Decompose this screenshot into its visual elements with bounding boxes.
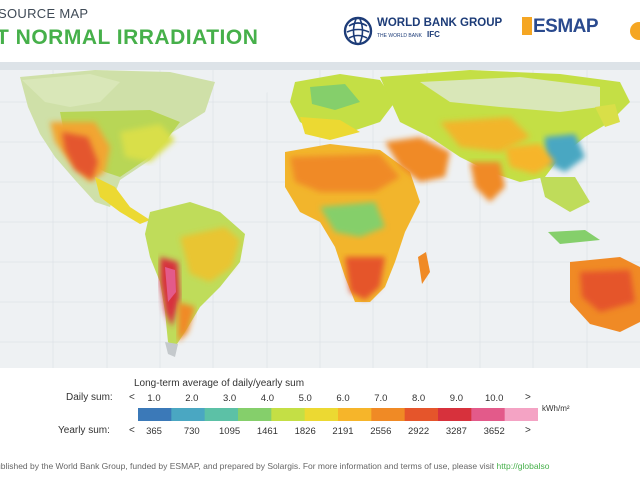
unit-label: kWh/m² — [542, 404, 570, 413]
solargis-logo-icon[interactable] — [630, 22, 640, 40]
footer-credit: ublished by the World Bank Group, funded… — [0, 461, 495, 471]
color-scale-segment — [238, 408, 272, 421]
color-scale-segment — [171, 408, 206, 421]
daily-tick-label: 4.0 — [260, 393, 274, 404]
color-scale-segment — [371, 408, 406, 421]
daily-right-arrow: > — [525, 392, 531, 403]
ifc-label: IFC — [427, 30, 440, 39]
daily-tick-label: 6.0 — [336, 393, 350, 404]
yearly-tick-label: 2191 — [332, 426, 354, 437]
africa — [285, 144, 430, 302]
yearly-tick-label: 365 — [146, 426, 162, 437]
daily-tick-label: 9.0 — [449, 393, 463, 404]
yearly-tick-label: 3652 — [483, 426, 505, 437]
indonesia — [548, 230, 600, 244]
top-scale-strip — [0, 62, 640, 70]
daily-tick-row: 1.0 2.0 3.0 4.0 5.0 6.0 7.0 8.0 9.0 10.0 — [0, 393, 640, 405]
greenland — [235, 70, 280, 94]
color-scale-segment — [404, 408, 439, 421]
australia — [570, 257, 640, 332]
yearly-tick-label: 2556 — [370, 426, 392, 437]
footer-link[interactable]: http://globalso — [496, 461, 550, 471]
daily-tick-label: 5.0 — [298, 393, 312, 404]
world-bank-sub-label: THE WORLD BANK — [377, 33, 423, 39]
color-scale-segment — [471, 408, 506, 421]
map-title: T NORMAL IRRADIATION — [0, 26, 259, 49]
yearly-tick-row: 365 730 1095 1461 1826 2191 2556 2922 3287 3652 — [0, 426, 640, 438]
color-scale-segment — [138, 408, 172, 421]
daily-left-arrow: < — [129, 392, 135, 403]
color-scale-bar — [138, 408, 538, 421]
world-bank-globe-icon — [343, 16, 373, 46]
asia — [380, 70, 630, 212]
north-america — [20, 70, 215, 224]
yearly-left-arrow: < — [129, 425, 135, 436]
legend-caption: Long-term average of daily/yearly sum — [134, 378, 305, 389]
daily-tick-label: 1.0 — [147, 393, 161, 404]
color-scale-segment — [504, 408, 538, 421]
yearly-tick-label: 2922 — [408, 426, 430, 437]
world-bank-logo[interactable]: WORLD BANK GROUP THE WORLD BANK IFC — [343, 14, 503, 48]
yearly-right-arrow: > — [525, 425, 531, 436]
footer-text: ublished by the World Bank Group, funded… — [0, 461, 549, 471]
yearly-sum-label: Yearly sum: — [58, 425, 110, 436]
daily-tick-label: 7.0 — [374, 393, 388, 404]
yearly-tick-label: 3287 — [445, 426, 467, 437]
color-scale-segment — [438, 408, 472, 421]
south-america — [145, 202, 245, 357]
yearly-tick-label: 1095 — [219, 426, 241, 437]
color-scale-segment — [204, 408, 239, 421]
yearly-tick-label: 1461 — [256, 426, 278, 437]
daily-tick-label: 10.0 — [484, 393, 504, 404]
legend-panel: Long-term average of daily/yearly sum Da… — [0, 368, 640, 458]
world-irradiation-map[interactable] — [0, 62, 640, 368]
daily-tick-label: 8.0 — [411, 393, 426, 404]
esmap-mark-icon — [522, 17, 532, 35]
world-bank-group-label: WORLD BANK GROUP — [377, 17, 503, 29]
daily-tick-label: 3.0 — [222, 393, 237, 404]
middle-east — [385, 137, 450, 182]
daily-sum-label: Daily sum: — [66, 392, 113, 403]
daily-tick-label: 2.0 — [185, 393, 199, 404]
yearly-tick-label: 730 — [183, 426, 200, 437]
color-scale-segment — [271, 408, 306, 421]
map-canvas — [0, 62, 640, 368]
color-scale-segment — [304, 408, 339, 421]
map-header: SOURCE MAP T NORMAL IRRADIATION WORLD BA… — [0, 0, 640, 62]
esmap-logo[interactable]: ESMAP — [522, 16, 599, 38]
color-scale-segment — [338, 408, 372, 421]
map-subtitle: SOURCE MAP — [0, 6, 89, 21]
footer: ublished by the World Bank Group, funded… — [0, 458, 640, 480]
esmap-label: ESMAP — [533, 16, 599, 37]
yearly-tick-label: 1826 — [294, 426, 316, 437]
europe — [290, 74, 395, 140]
